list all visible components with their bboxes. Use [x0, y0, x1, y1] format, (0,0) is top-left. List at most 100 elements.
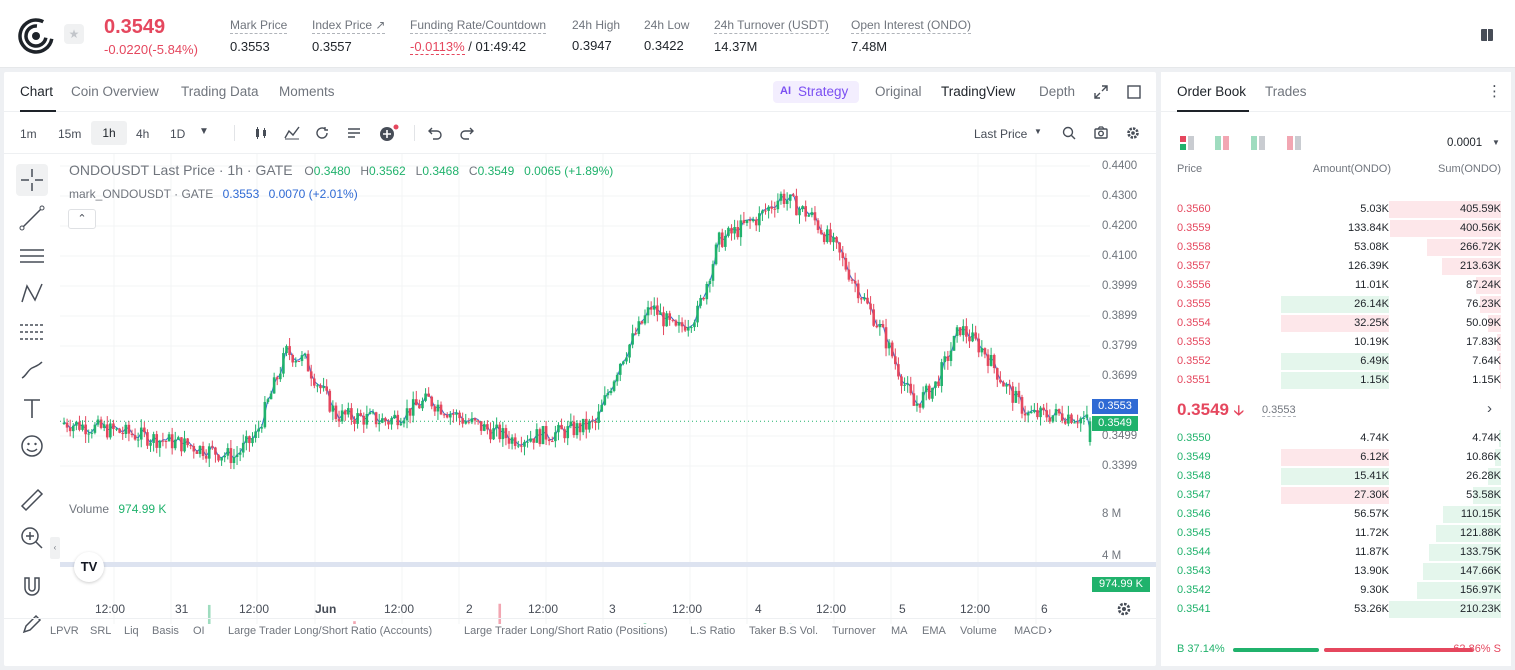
redo-icon[interactable]	[460, 126, 474, 140]
candlestick-chart[interactable]	[60, 154, 1156, 624]
chevron-right-icon[interactable]: ›	[1487, 400, 1492, 417]
window-icon[interactable]	[1127, 85, 1141, 99]
ask-row[interactable]: 0.3553 10.19K 17.83K	[1161, 333, 1511, 352]
bid-row[interactable]: 0.3545 11.72K 121.88K	[1161, 524, 1511, 543]
indicator-tab[interactable]: Large Trader Long/Short Ratio (Positions…	[464, 625, 668, 637]
tab-chart[interactable]: Chart	[20, 84, 54, 99]
brush-icon[interactable]	[16, 354, 48, 386]
indicator-tab[interactable]: LPVR	[50, 625, 79, 637]
bid-row[interactable]: 0.3549 6.12K 10.86K	[1161, 448, 1511, 467]
interval-15m[interactable]: 15m	[58, 127, 82, 141]
tab-trading-data[interactable]: Trading Data	[181, 84, 259, 99]
ask-row[interactable]: 0.3556 11.01K 87.24K	[1161, 276, 1511, 295]
template-icon[interactable]	[347, 126, 361, 140]
interval-1h[interactable]: 1h	[91, 121, 127, 145]
book-bids-icon[interactable]	[1250, 135, 1266, 151]
indicator-tab[interactable]: L.S Ratio	[690, 625, 736, 637]
interval-1d[interactable]: 1D	[170, 127, 186, 141]
ask-row[interactable]: 0.3551 1.15K 1.15K	[1161, 371, 1511, 390]
indicator-tab[interactable]: Liq	[124, 625, 139, 637]
interval-4h[interactable]: 4h	[136, 127, 150, 141]
ask-row[interactable]: 0.3558 53.08K 266.72K	[1161, 238, 1511, 257]
ruler-icon[interactable]	[16, 484, 48, 516]
book-asks-icon[interactable]	[1286, 135, 1302, 151]
indicator-tab[interactable]: Volume	[960, 625, 997, 637]
stat-index-price[interactable]: Index Price ↗ 0.3557	[312, 18, 386, 54]
collapse-sidebar-icon[interactable]: ‹	[50, 537, 60, 559]
crosshair-icon[interactable]	[16, 164, 48, 196]
scroll-right-icon[interactable]: ›	[1048, 623, 1052, 637]
indicator-tab[interactable]: SRL	[90, 625, 112, 637]
settings-gear-icon[interactable]	[1126, 126, 1140, 140]
view-depth[interactable]: Depth	[1039, 84, 1076, 99]
indicator-tab[interactable]: MA	[891, 625, 908, 637]
bid-row[interactable]: 0.3541 53.26K 210.23K	[1161, 600, 1511, 619]
book-bids-asks-icon[interactable]	[1214, 135, 1230, 151]
bid-row[interactable]: 0.3544 11.87K 133.75K	[1161, 543, 1511, 562]
trend-line-icon[interactable]	[16, 202, 48, 234]
add-indicator-icon[interactable]	[379, 124, 399, 142]
book-both-icon[interactable]	[1179, 135, 1195, 151]
ask-row[interactable]: 0.3554 32.25K 50.09K	[1161, 314, 1511, 333]
view-original[interactable]: Original	[875, 84, 922, 99]
ask-row[interactable]: 0.3560 5.03K 405.59K	[1161, 200, 1511, 219]
zoom-in-icon[interactable]	[16, 522, 48, 554]
bid-row[interactable]: 0.3550 4.74K 4.74K	[1161, 429, 1511, 448]
indicator-tab[interactable]: EMA	[922, 625, 946, 637]
indicator-icon[interactable]	[284, 126, 300, 140]
stat-mark-price[interactable]: Mark Price 0.3553	[230, 18, 288, 54]
indicator-tab[interactable]: Taker B.S Vol.	[749, 625, 819, 637]
strategy-button[interactable]: AI Strategy	[773, 81, 859, 103]
candle-type-icon[interactable]	[254, 126, 268, 140]
camera-icon[interactable]	[1094, 126, 1108, 140]
stat-funding-rate[interactable]: Funding Rate/Countdown -0.0113% / 01:49:…	[410, 18, 547, 55]
tab-trades[interactable]: Trades	[1265, 84, 1307, 99]
chevron-down-icon[interactable]: ▼	[1492, 138, 1500, 147]
price-type-select[interactable]: Last Price	[974, 127, 1028, 141]
tab-order-book[interactable]: Order Book	[1177, 84, 1247, 99]
fib-icon[interactable]	[16, 316, 48, 348]
ask-row[interactable]: 0.3552 6.49K 7.64K	[1161, 352, 1511, 371]
bid-row[interactable]: 0.3546 56.57K 110.15K	[1161, 505, 1511, 524]
ask-row[interactable]: 0.3559 133.84K 400.56K	[1161, 219, 1511, 238]
favorite-star-icon[interactable]: ★	[64, 24, 84, 44]
candle-body	[717, 232, 721, 245]
refresh-icon[interactable]	[315, 126, 329, 140]
stat-open-interest[interactable]: Open Interest (ONDO) 7.48M	[851, 18, 972, 54]
bid-row[interactable]: 0.3547 27.30K 53.58K	[1161, 486, 1511, 505]
indicator-tab[interactable]: Turnover	[832, 625, 876, 637]
mid-price[interactable]: 0.3549 🡣	[1177, 400, 1244, 424]
expand-icon[interactable]	[1094, 85, 1108, 99]
pattern-icon[interactable]	[16, 278, 48, 310]
ask-row[interactable]: 0.3555 26.14K 76.23K	[1161, 295, 1511, 314]
more-options-icon[interactable]: ⋮	[1487, 83, 1502, 100]
axis-settings-icon[interactable]	[1116, 601, 1132, 617]
bid-row[interactable]: 0.3548 15.41K 26.28K	[1161, 467, 1511, 486]
bid-row[interactable]: 0.3542 9.30K 156.97K	[1161, 581, 1511, 600]
tab-moments[interactable]: Moments	[279, 84, 335, 99]
gate-logo-icon[interactable]	[18, 18, 54, 54]
text-tool-icon[interactable]	[16, 392, 48, 424]
pencil-lock-icon[interactable]	[16, 608, 48, 640]
tab-coin-overview[interactable]: Coin Overview	[71, 84, 159, 99]
stat-24h-turnover[interactable]: 24h Turnover (USDT) 14.37M	[714, 18, 829, 54]
tradingview-logo-icon[interactable]: TV	[74, 552, 104, 582]
indicator-tab[interactable]: MACD	[1014, 625, 1047, 637]
ask-row[interactable]: 0.3557 126.39K 213.63K	[1161, 257, 1511, 276]
indicator-tab[interactable]: OI	[193, 625, 205, 637]
precision-select[interactable]: 0.0001	[1447, 137, 1483, 149]
interval-dropdown-icon[interactable]: ▼	[199, 126, 209, 137]
view-tradingview[interactable]: TradingView	[941, 84, 1016, 99]
emoji-icon[interactable]	[16, 430, 48, 462]
magnet-icon[interactable]	[16, 570, 48, 602]
horizontal-lines-icon[interactable]	[16, 240, 48, 272]
bid-row[interactable]: 0.3543 13.90K 147.66K	[1161, 562, 1511, 581]
search-icon[interactable]	[1062, 126, 1076, 140]
collapse-legend-icon[interactable]: ⌃	[68, 209, 96, 229]
indicator-tab[interactable]: Basis	[152, 625, 179, 637]
book-icon[interactable]	[1480, 28, 1494, 42]
chevron-down-icon[interactable]: ▼	[1034, 127, 1042, 136]
interval-1m[interactable]: 1m	[20, 127, 37, 141]
undo-icon[interactable]	[428, 126, 442, 140]
indicator-tab[interactable]: Large Trader Long/Short Ratio (Accounts)	[228, 625, 433, 637]
